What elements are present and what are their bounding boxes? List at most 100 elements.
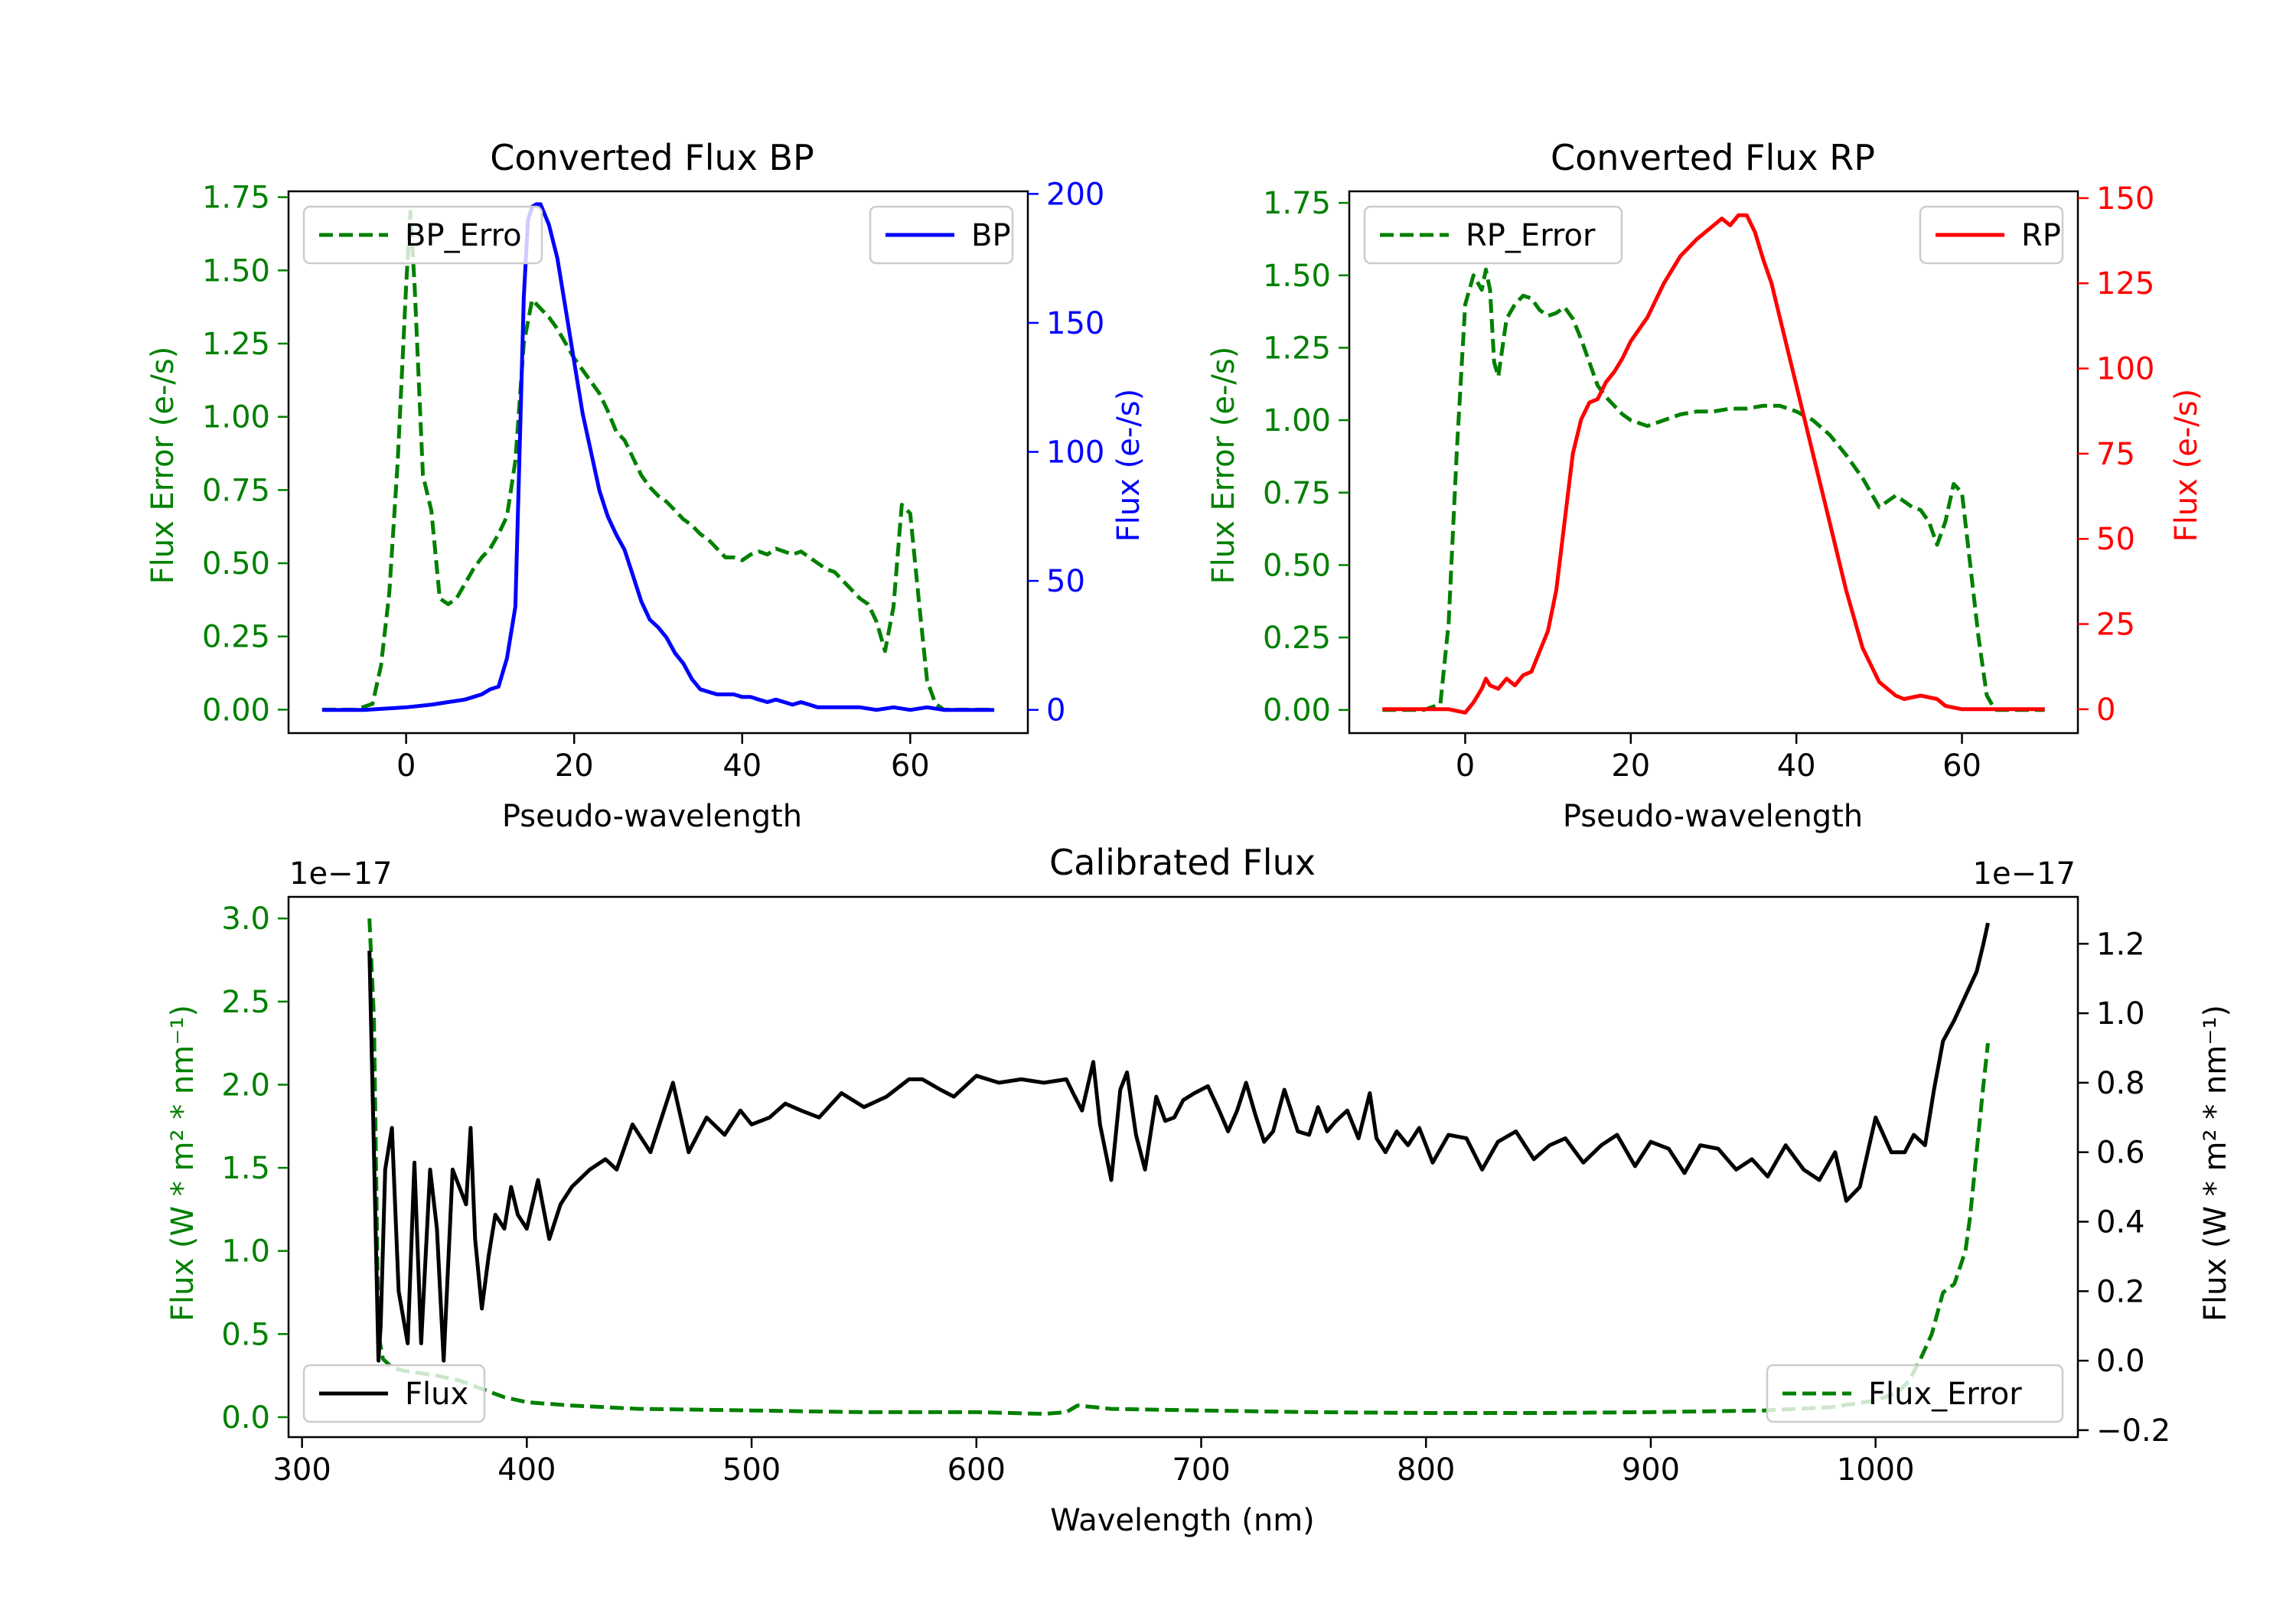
left-tick-label-bp-6: 1.50 [202,253,270,288]
left-tick-label-rp-6: 1.50 [1263,259,1331,294]
panel-cal-right-label: Flux (W * m² * nm⁻¹) [2198,1005,2233,1322]
left-tick-label-bp-5: 1.25 [202,327,270,362]
x-tick-label-cal-600: 600 [947,1452,1006,1488]
right-tick-label-cal-3: 0.4 [2096,1205,2145,1240]
right-tick-label-cal-0: −0.2 [2096,1413,2170,1449]
series-line-rp-rp [1382,213,2045,715]
legend-cal-flux_error: Flux_Error [1766,1364,2064,1423]
legend-label-bp-bp_error: BP_Erro [405,218,522,253]
left-tick-label-rp-1: 0.25 [1263,621,1331,656]
series-group-bp [321,202,995,712]
panel-bp-right-label: Flux (e-/s) [1111,389,1146,542]
legend-box-cal-flux [302,1364,486,1423]
legend-rp-rp: RP [1919,205,2064,265]
legend-box-rp-rp_error [1363,205,1623,265]
left-tick-label-cal-5: 2.5 [221,985,270,1020]
legend-box-cal-flux_error [1766,1364,2064,1423]
left-tick-label-bp-3: 0.75 [202,473,270,508]
panel-cal: Calibrated Flux Wavelength (nm) Flux (W … [165,842,2233,1538]
x-tick-label-rp-40: 40 [1777,748,1816,784]
left-tick-label-bp-0: 0.00 [202,693,270,728]
left-tick-label-rp-3: 0.75 [1263,476,1331,511]
x-tick-label-bp-60: 60 [891,748,930,784]
right-tick-label-rp-1: 25 [2096,608,2135,643]
panel-cal-right-offset: 1e−17 [1973,856,2076,892]
left-tick-label-rp-5: 1.25 [1263,331,1331,366]
plot-frame-bp [287,190,1029,735]
left-tick-label-cal-2: 1.0 [221,1234,270,1270]
plot-bp: 0 20 40 60 0.00 0.25 0.50 0.75 1.00 1.25 1.50 1.75 0… [202,177,1104,784]
panel-rp-right-label: Flux (e-/s) [2169,389,2204,542]
x-tick-label-bp-40: 40 [722,748,762,784]
x-tick-label-cal-500: 500 [722,1452,781,1488]
right-tick-label-bp-4: 200 [1046,177,1104,212]
right-tick-label-rp-2: 50 [2096,522,2135,557]
panel-rp-x-label: Pseudo-wavelength [1563,799,1863,834]
series-line-bp-bp_error [321,210,995,712]
left-tick-label-cal-6: 3.0 [221,901,270,937]
series-line-cal-flux [367,922,1990,1363]
x-tick-label-cal-1000: 1000 [1837,1452,1915,1488]
legend-label-rp-rp: RP [2021,218,2061,253]
plot-cal: 300 400 500 600 700 800 900 1000 0.0 0.5 1.0 1.5 2.0… [221,895,2170,1488]
left-tick-label-rp-4: 1.00 [1263,403,1331,438]
series-group-rp [1382,213,2045,715]
panel-bp-x-label: Pseudo-wavelength [502,799,802,834]
left-tick-label-cal-0: 0.0 [221,1400,270,1436]
left-tick-label-rp-2: 0.50 [1263,548,1331,583]
x-tick-label-cal-800: 800 [1397,1452,1455,1488]
left-tick-label-cal-4: 2.0 [221,1068,270,1103]
panel-bp-title: Converted Flux BP [490,137,814,178]
legend-label-rp-rp_error: RP_Error [1466,218,1596,253]
legend-cal-flux: Flux [302,1364,486,1423]
left-tick-label-rp-7: 1.75 [1263,186,1331,221]
left-tick-label-cal-1: 0.5 [221,1317,270,1352]
panel-cal-x-label: Wavelength (nm) [1050,1503,1315,1538]
plot-rp: 0 20 40 60 0.00 0.25 0.50 0.75 1.00 1.25 1.50 1.75 0… [1263,181,2154,784]
left-tick-label-rp-0: 0.00 [1263,693,1331,729]
series-line-rp-rp_error [1382,267,2045,712]
right-tick-label-cal-1: 0.0 [2096,1344,2145,1379]
right-tick-label-cal-2: 0.2 [2096,1274,2145,1309]
left-tick-label-bp-4: 1.00 [202,400,270,435]
right-tick-label-rp-6: 150 [2096,181,2154,217]
right-tick-label-bp-3: 150 [1046,306,1104,341]
series-line-cal-flux_error [367,918,1990,1416]
right-tick-label-bp-2: 100 [1046,435,1104,471]
right-tick-label-rp-0: 0 [2096,693,2115,728]
left-tick-label-cal-3: 1.5 [221,1151,270,1186]
panel-cal-left-label: Flux (W * m² * nm⁻¹) [165,1005,201,1322]
right-tick-label-rp-5: 125 [2096,266,2154,302]
legend-label-cal-flux: Flux [405,1377,468,1412]
x-tick-label-rp-0: 0 [1456,748,1475,784]
legend-box-bp-bp_error [302,205,543,265]
panel-cal-left-offset: 1e−17 [289,856,392,892]
panel-cal-title: Calibrated Flux [1049,842,1316,883]
legend-rp-rp_error: RP_Error [1363,205,1623,265]
right-tick-label-cal-5: 0.8 [2096,1066,2145,1101]
legend-bp-bp_error: BP_Erro [302,205,543,265]
right-tick-label-rp-4: 100 [2096,352,2154,387]
x-tick-label-rp-20: 20 [1611,748,1650,784]
right-tick-label-cal-4: 0.6 [2096,1136,2145,1171]
x-tick-label-bp-0: 0 [396,748,416,784]
series-group-cal [367,918,1990,1416]
panel-rp: Converted Flux RP Pseudo-wavelength Flux… [1206,137,2204,834]
legend-bp-bp: BP [869,205,1014,265]
right-tick-label-bp-1: 50 [1046,564,1085,599]
series-line-bp-bp [321,202,995,712]
x-tick-label-cal-700: 700 [1172,1452,1230,1488]
left-tick-label-bp-7: 1.75 [202,181,270,216]
plot-frame-rp [1348,190,2079,735]
legend-label-bp-bp: BP [971,218,1011,253]
right-tick-label-bp-0: 0 [1046,693,1065,729]
x-tick-label-bp-20: 20 [555,748,594,784]
panel-bp-left-label: Flux Error (e-/s) [145,347,181,585]
left-tick-label-bp-2: 0.50 [202,546,270,582]
panel-bp: Converted Flux BP Pseudo-wavelength Flux… [145,137,1146,834]
right-tick-label-cal-6: 1.0 [2096,996,2145,1032]
right-tick-label-rp-3: 75 [2096,437,2135,472]
right-tick-label-cal-7: 1.2 [2096,927,2145,962]
